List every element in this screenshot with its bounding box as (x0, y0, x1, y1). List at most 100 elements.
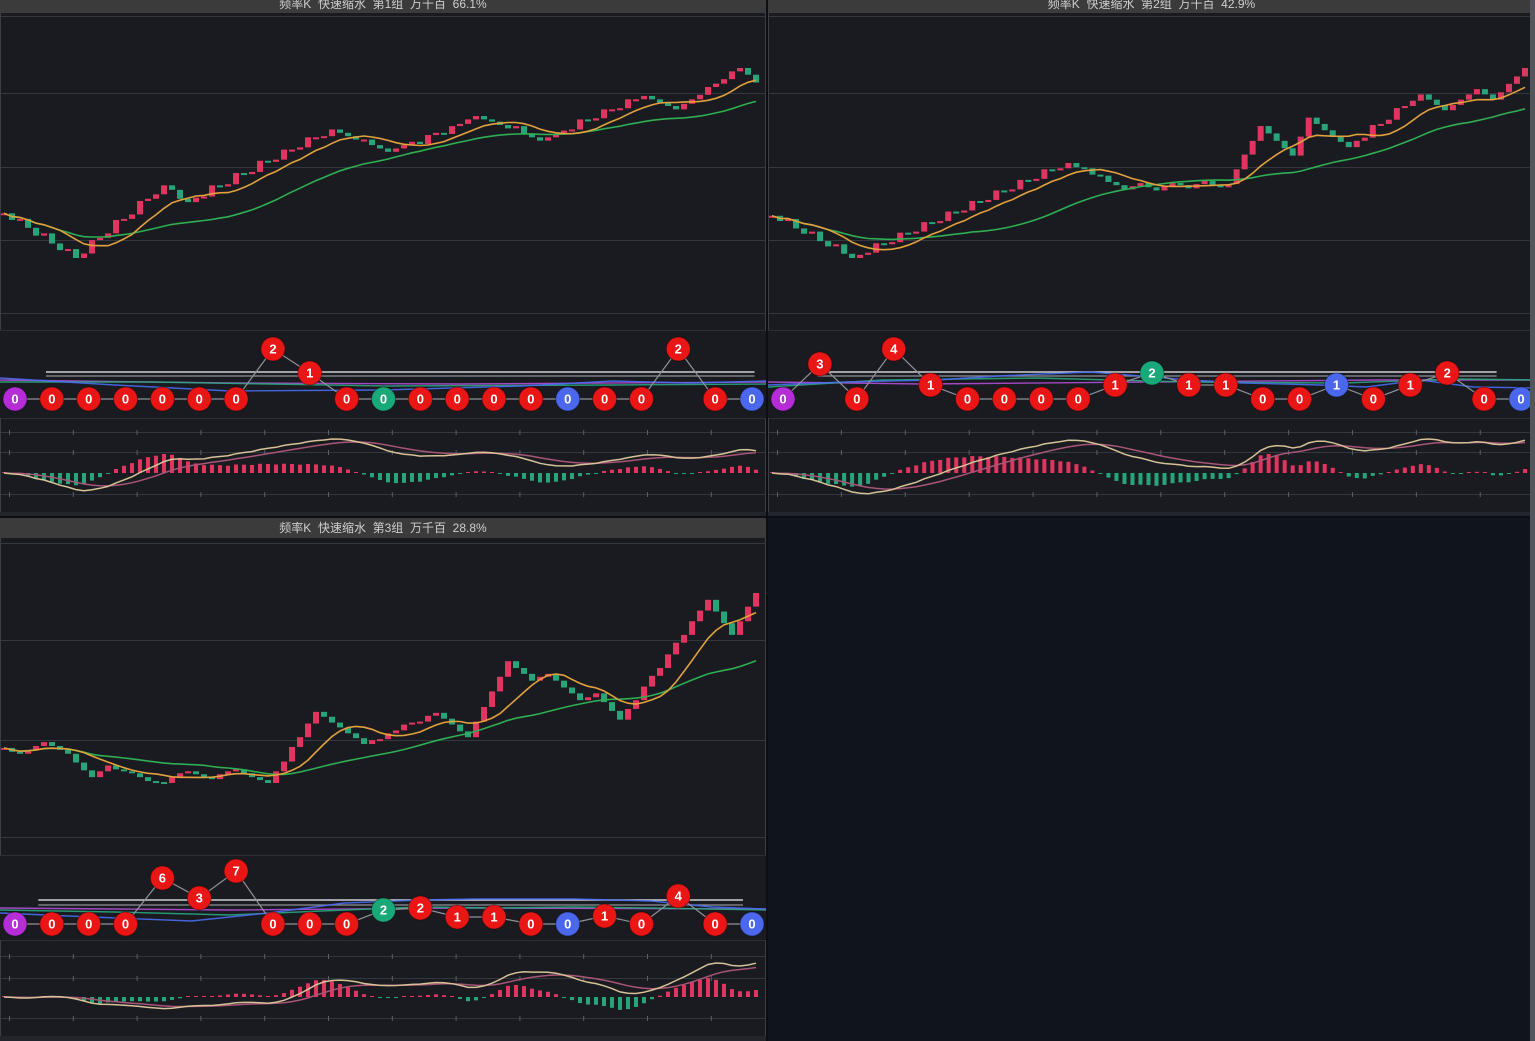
candlestick-chart[interactable] (768, 13, 1535, 330)
signal-marker[interactable]: 0 (444, 386, 470, 412)
signal-marker[interactable]: 0 (702, 911, 728, 937)
signal-marker[interactable]: 1 (592, 903, 618, 929)
signal-marker[interactable]: 1 (918, 372, 944, 398)
signal-row-svg[interactable]: 0 0 0 0 0 0 0 2 1 0 0 0 0 0 0 0 0 0 2 0 0 (0, 330, 766, 418)
macd-indicator[interactable] (0, 940, 766, 1036)
panel-2-title-bar: 频率K 快速缩水 第2组 万千百 42.9% (768, 0, 1535, 13)
signal-marker[interactable]: 1 (297, 360, 323, 386)
signal-marker[interactable]: 1 (1102, 372, 1128, 398)
signal-marker[interactable]: 1 (1176, 372, 1202, 398)
signal-marker[interactable]: 0 (739, 911, 765, 937)
signal-marker[interactable]: 0 (770, 386, 796, 412)
svg-text:4: 4 (675, 889, 683, 904)
ma-slow-line (3, 100, 757, 238)
signal-marker[interactable]: 1 (1397, 372, 1423, 398)
signal-marker-row[interactable]: 0 3 0 4 1 0 0 0 0 1 2 1 1 0 0 1 0 1 2 0 0 (768, 330, 1535, 418)
signal-marker[interactable]: 0 (1250, 386, 1276, 412)
svg-text:0: 0 (527, 392, 534, 407)
macd-indicator[interactable] (0, 418, 766, 512)
signal-marker-row[interactable]: 0 0 0 0 6 3 7 0 0 0 2 2 1 1 0 0 1 0 4 0 0 (0, 855, 766, 940)
signal-marker[interactable]: 0 (76, 386, 102, 412)
signal-marker[interactable]: 2 (260, 336, 286, 362)
signal-marker[interactable]: 0 (149, 386, 175, 412)
signal-marker[interactable]: 1 (1323, 372, 1350, 398)
dif-line (771, 438, 1526, 495)
signal-marker[interactable]: 0 (702, 386, 728, 412)
signal-marker[interactable]: 0 (39, 386, 65, 412)
signal-marker[interactable]: 0 (1360, 386, 1386, 412)
signal-marker[interactable]: 1 (1213, 372, 1239, 398)
signal-marker[interactable]: 2 (1139, 360, 1165, 386)
signal-marker[interactable]: 0 (113, 911, 139, 937)
svg-text:2: 2 (380, 903, 387, 918)
ma-slow-line (771, 108, 1526, 241)
signal-marker[interactable]: 0 (76, 911, 102, 937)
signal-marker[interactable]: 0 (1471, 386, 1497, 412)
signal-marker[interactable]: 3 (186, 885, 212, 911)
signal-marker[interactable]: 0 (371, 386, 396, 412)
macd-svg[interactable] (0, 940, 766, 1036)
signal-marker[interactable]: 0 (518, 386, 544, 412)
signal-marker[interactable]: 0 (407, 386, 433, 412)
signal-marker[interactable]: 0 (592, 386, 618, 412)
signal-marker[interactable]: 0 (518, 911, 544, 937)
signal-row-svg[interactable]: 0 3 0 4 1 0 0 0 0 1 2 1 1 0 0 1 0 1 2 0 0 (768, 330, 1535, 418)
signal-marker[interactable]: 0 (1028, 386, 1054, 412)
signal-marker[interactable]: 7 (223, 858, 249, 884)
candlestick-chart[interactable] (0, 13, 766, 330)
signal-marker[interactable]: 0 (954, 386, 981, 412)
signal-marker[interactable]: 4 (881, 336, 907, 362)
macd-svg[interactable] (0, 418, 766, 512)
panel-1-bottom-strip (0, 512, 766, 516)
signal-marker[interactable]: 0 (334, 386, 360, 412)
signal-marker[interactable]: 0 (555, 386, 581, 412)
signal-marker[interactable]: 0 (223, 386, 249, 412)
dif-line (3, 962, 757, 1010)
svg-text:0: 0 (1259, 392, 1266, 407)
signal-marker[interactable]: 0 (334, 911, 360, 937)
signal-marker[interactable]: 0 (628, 386, 654, 412)
candlestick-svg[interactable] (768, 13, 1535, 330)
svg-text:2: 2 (269, 342, 276, 357)
signal-marker[interactable]: 0 (991, 386, 1017, 412)
signal-marker[interactable]: 0 (1287, 386, 1313, 412)
signal-marker[interactable]: 0 (739, 386, 765, 412)
signal-marker[interactable]: 0 (1065, 386, 1091, 412)
candlestick-svg[interactable] (0, 538, 766, 855)
candlestick-svg[interactable] (0, 13, 766, 330)
signal-marker[interactable]: 2 (371, 897, 396, 923)
candlestick-chart[interactable] (0, 538, 766, 855)
signal-marker[interactable]: 0 (844, 386, 870, 412)
signal-marker[interactable]: 0 (2, 911, 28, 937)
macd-svg[interactable] (768, 418, 1535, 512)
signal-marker[interactable]: 0 (481, 386, 507, 412)
signal-marker[interactable]: 0 (2, 386, 28, 412)
signal-marker[interactable]: 2 (665, 336, 691, 362)
signal-row-svg[interactable]: 0 0 0 0 6 3 7 0 0 0 2 2 1 1 0 0 1 0 4 0 0 (0, 855, 766, 940)
signal-marker[interactable]: 4 (665, 883, 691, 909)
svg-text:0: 0 (122, 392, 129, 407)
signal-marker[interactable]: 0 (186, 386, 212, 412)
signal-marker[interactable]: 0 (555, 911, 581, 937)
signal-marker[interactable]: 3 (807, 351, 833, 377)
signal-marker[interactable]: 1 (481, 904, 507, 930)
macd-histogram (2, 978, 758, 1010)
svg-text:0: 0 (1038, 392, 1045, 407)
scrollbar[interactable] (1530, 0, 1535, 1041)
signal-marker[interactable]: 2 (1434, 360, 1460, 386)
signal-marker-row[interactable]: 0 0 0 0 0 0 0 2 1 0 0 0 0 0 0 0 0 0 2 0 0 (0, 330, 766, 418)
svg-text:1: 1 (1407, 378, 1414, 393)
signal-marker[interactable]: 0 (628, 911, 654, 937)
macd-indicator[interactable] (768, 418, 1535, 512)
panel-2-bottom-strip (768, 512, 1535, 516)
signal-marker[interactable]: 2 (407, 895, 433, 921)
svg-text:3: 3 (816, 357, 823, 372)
candles-group (769, 68, 1528, 258)
signal-marker[interactable]: 0 (297, 911, 323, 937)
signal-marker[interactable]: 0 (39, 911, 65, 937)
signal-marker[interactable]: 6 (149, 865, 175, 891)
signal-marker[interactable]: 0 (113, 386, 139, 412)
signal-marker[interactable]: 0 (260, 911, 286, 937)
signal-marker[interactable]: 1 (444, 904, 470, 930)
